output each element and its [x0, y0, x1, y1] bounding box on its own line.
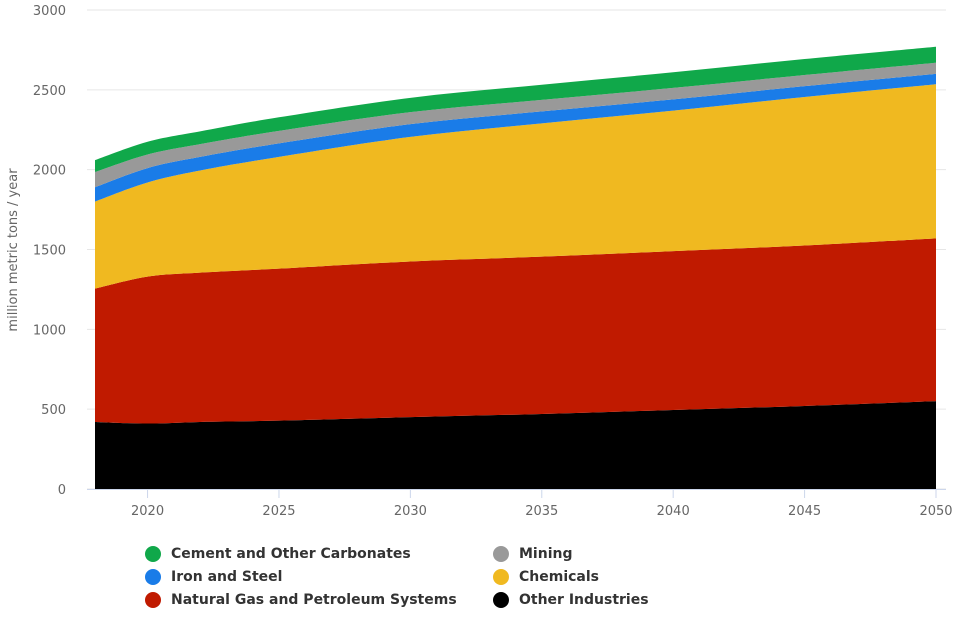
- y-tick-label: 2000: [33, 164, 66, 179]
- x-axis: 2020 2025 2030 2035 2040 2045 2050: [87, 489, 953, 519]
- y-tick-label: 500: [41, 403, 66, 418]
- legend-item-chemicals[interactable]: Chemicals: [493, 567, 683, 586]
- area-cement-and-other-carbonates[interactable]: [95, 46, 936, 173]
- legend-label: Other Industries: [519, 591, 649, 608]
- legend-item-cement[interactable]: Cement and Other Carbonates: [145, 544, 493, 563]
- y-axis-title: million metric tons / year: [6, 168, 21, 332]
- legend-dot-icon: [493, 545, 509, 562]
- x-tick-label: 2025: [262, 504, 295, 519]
- area-iron-and-steel[interactable]: [95, 73, 936, 202]
- legend-label: Chemicals: [519, 568, 600, 585]
- legend-dot-icon: [145, 545, 161, 562]
- stacked-area-chart: 0 500 1000 1500 2000 2500 3000 2020 2025 2030 203…: [6, 4, 953, 519]
- area-other-industries[interactable]: [95, 401, 936, 489]
- x-tick-label: 2045: [788, 504, 821, 519]
- x-tick-label: 2040: [657, 504, 690, 519]
- x-tick-label: 2035: [525, 504, 558, 519]
- y-tick-label: 3000: [33, 4, 66, 19]
- y-tick-label: 2500: [33, 84, 66, 99]
- legend-item-mining[interactable]: Mining: [493, 544, 683, 563]
- y-tick-label: 1500: [33, 244, 66, 259]
- legend-label: Cement and Other Carbonates: [171, 545, 411, 562]
- area-natural-gas-and-petroleum-systems[interactable]: [95, 238, 936, 424]
- area-series: [95, 46, 936, 489]
- legend: Cement and Other Carbonates Mining Iron …: [145, 544, 685, 609]
- area-mining[interactable]: [95, 62, 936, 188]
- legend-item-natural-gas[interactable]: Natural Gas and Petroleum Systems: [145, 590, 493, 609]
- x-tick-label: 2050: [919, 504, 952, 519]
- legend-label: Mining: [519, 545, 573, 562]
- x-tick-label: 2020: [131, 504, 164, 519]
- legend-dot-icon: [493, 568, 509, 585]
- x-tick-label: 2030: [394, 504, 427, 519]
- legend-label: Iron and Steel: [171, 568, 283, 585]
- legend-dot-icon: [493, 591, 509, 608]
- y-tick-label: 0: [58, 483, 66, 498]
- legend-item-other-industries[interactable]: Other Industries: [493, 590, 683, 609]
- legend-label: Natural Gas and Petroleum Systems: [171, 591, 457, 608]
- legend-item-iron-steel[interactable]: Iron and Steel: [145, 567, 493, 586]
- y-tick-label: 1000: [33, 323, 66, 338]
- legend-dot-icon: [145, 591, 161, 608]
- area-chemicals[interactable]: [95, 84, 936, 289]
- legend-dot-icon: [145, 568, 161, 585]
- y-axis: 0 500 1000 1500 2000 2500 3000: [33, 4, 66, 498]
